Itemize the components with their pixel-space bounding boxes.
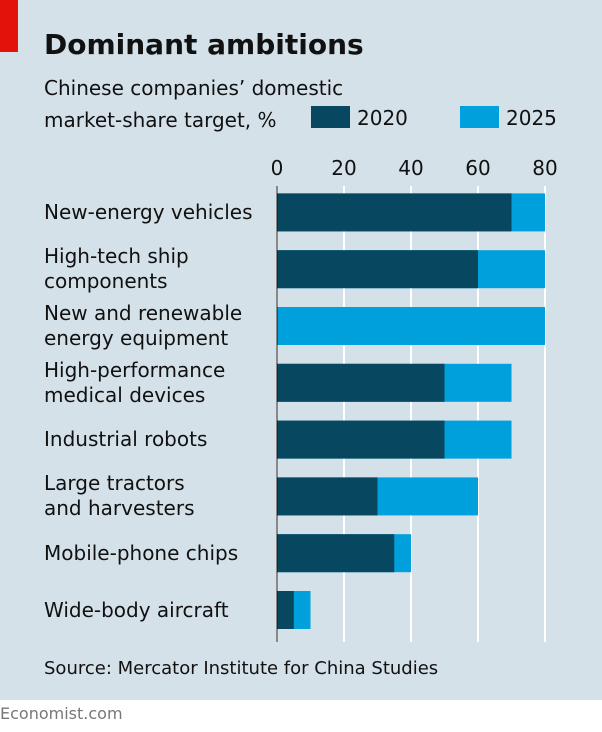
- x-tick-label: 0: [271, 156, 284, 180]
- legend-label: 2025: [506, 106, 557, 130]
- chart-panel: [0, 0, 602, 700]
- category-label: New-energy vehicles: [44, 199, 253, 224]
- category-label: Mobile-phone chips: [44, 540, 239, 565]
- bar: [277, 420, 445, 459]
- category-label: Large tractors and harvesters: [44, 471, 195, 521]
- x-tick-label: 40: [398, 156, 423, 180]
- x-tick-label: 20: [331, 156, 356, 180]
- bar: [277, 193, 512, 232]
- category-label: Wide-body aircraft: [44, 597, 229, 622]
- category-label: New and renewable energy equipment: [44, 301, 243, 350]
- chart-subtitle: Chinese companies’ domestic market-share…: [44, 76, 344, 132]
- bar: [277, 591, 294, 629]
- chart-title: Dominant ambitions: [44, 28, 364, 61]
- category-label: High-performance medical devices: [44, 357, 226, 407]
- brand: Economist.com: [0, 704, 123, 723]
- x-tick-label: 80: [532, 156, 557, 180]
- bar: [277, 477, 378, 516]
- source: Source: Mercator Institute for China Stu…: [44, 658, 439, 679]
- chart: 0 20 40 60 80 2025 2020: [271, 106, 558, 642]
- legend-label: 2020: [357, 106, 408, 130]
- bar: [277, 307, 545, 345]
- red-tag: [0, 0, 18, 52]
- bar: [277, 250, 478, 289]
- bar: [277, 534, 395, 573]
- category-label: Industrial robots: [44, 427, 208, 452]
- legend-swatch: [311, 106, 350, 128]
- bar: [277, 363, 445, 402]
- legend-swatch: [460, 106, 499, 128]
- category-label: High-tech ship components: [44, 244, 189, 294]
- x-tick-label: 60: [465, 156, 490, 180]
